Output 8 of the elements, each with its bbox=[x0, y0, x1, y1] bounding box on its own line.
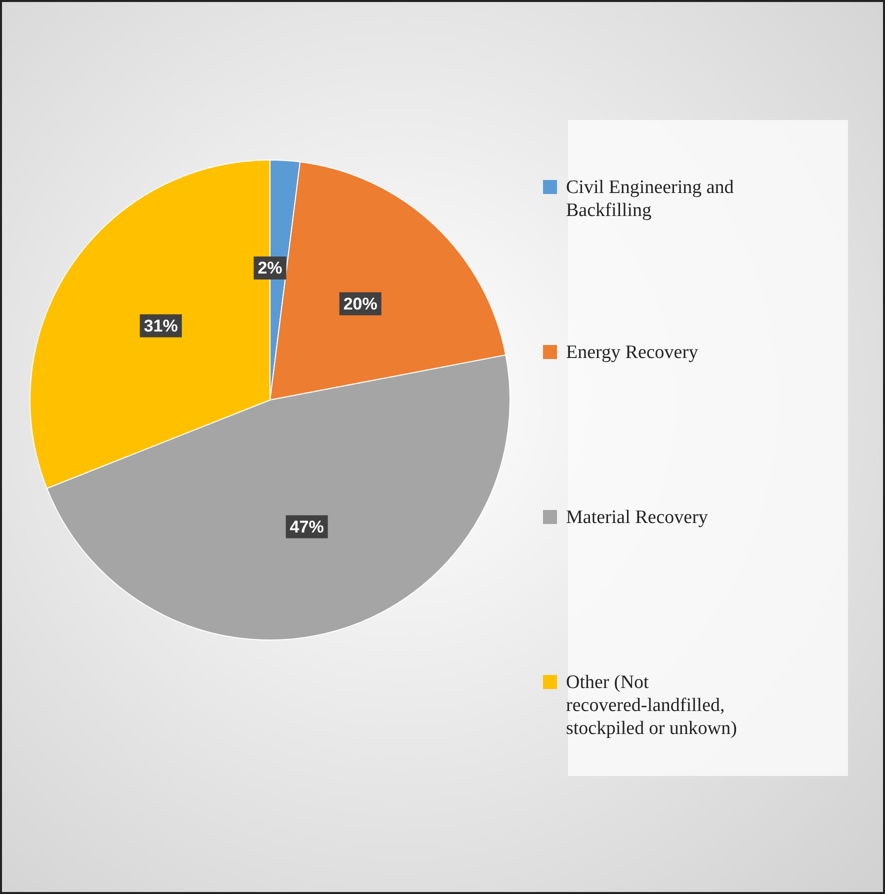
legend-label: Energy Recovery bbox=[566, 342, 699, 363]
legend-label: Civil Engineering and Backfilling bbox=[566, 177, 734, 221]
data-label: 47% bbox=[290, 517, 324, 536]
slice-label: Material Recovery bbox=[566, 507, 708, 528]
legend-label: Other (Not recovered-landfilled, stockpiled or unkown) bbox=[566, 672, 737, 739]
data-label: 31% bbox=[144, 316, 178, 336]
data-label: 20% bbox=[343, 294, 378, 314]
data-label: 2% bbox=[258, 258, 282, 278]
